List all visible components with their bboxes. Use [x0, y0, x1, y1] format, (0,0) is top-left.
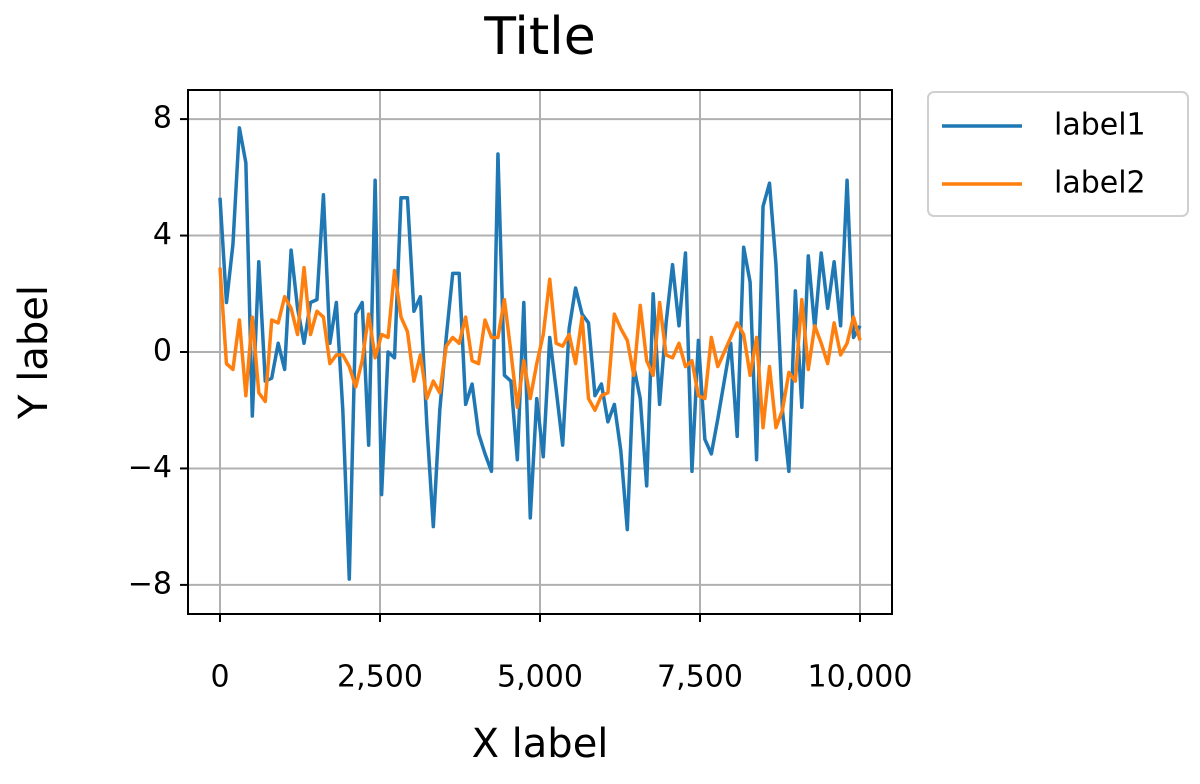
x-tick-label: 10,000: [808, 660, 913, 695]
plot-frame: [187, 89, 893, 615]
y-axis-label: Y label: [11, 285, 57, 420]
y-tick-label: 8: [153, 101, 172, 136]
x-tick-label: 2,500: [337, 660, 423, 695]
y-tick-label: 4: [153, 217, 172, 252]
series-line: [218, 126, 862, 581]
x-tick-label: 0: [210, 660, 229, 695]
legend-label: label1: [1054, 108, 1146, 143]
legend-label: label2: [1054, 166, 1146, 201]
series-line: [218, 265, 862, 430]
y-tick-label: −8: [128, 566, 172, 601]
x-tick-label: 5,000: [497, 660, 583, 695]
x-axis-label: X label: [472, 721, 609, 767]
y-tick-label: −4: [128, 450, 172, 485]
legend: label1 label2: [927, 91, 1189, 217]
y-tick-label: 0: [153, 334, 172, 369]
chart-title: Title: [483, 7, 595, 67]
x-tick-label: 7,500: [657, 660, 743, 695]
